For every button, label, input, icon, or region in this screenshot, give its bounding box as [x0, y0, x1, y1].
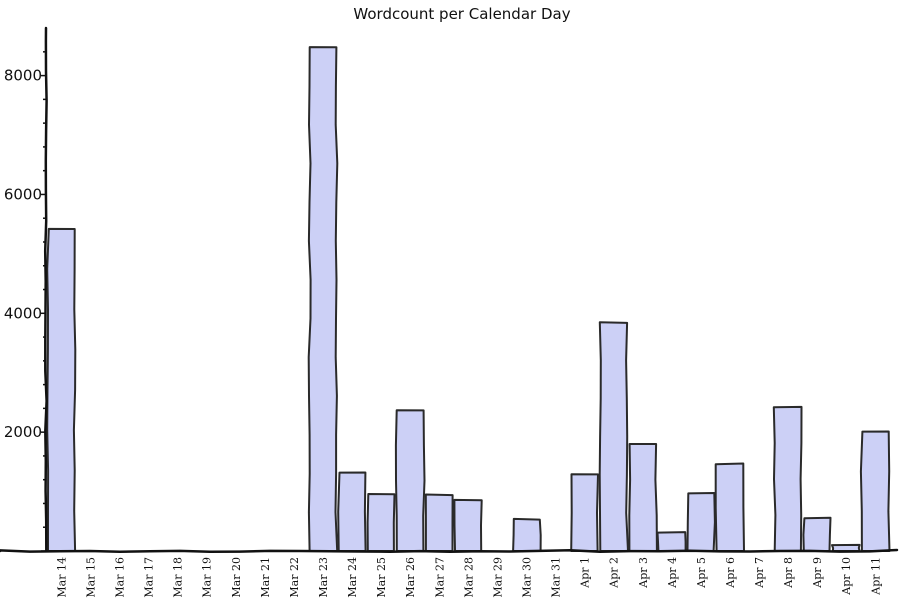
bar-apr-8 [772, 405, 803, 552]
bar-mar-14 [46, 227, 77, 552]
bar-mar-26 [394, 409, 426, 552]
bar-apr-9 [802, 516, 832, 552]
x-tick-label: Apr 3 [637, 557, 650, 589]
x-tick-label: Mar 17 [143, 557, 156, 598]
x-tick-label: Mar 20 [230, 557, 243, 598]
x-tick-label: Mar 23 [317, 557, 330, 598]
x-tick-label: Apr 2 [608, 557, 621, 589]
x-tick-labels: Mar 14 Mar 15 Mar 16 Mar 17 Mar 18 Mar 19 Mar … [55, 557, 882, 598]
x-tick-label: Mar 27 [433, 557, 446, 598]
x-tick-label: Mar 26 [404, 557, 417, 598]
x-tick-label: Mar 16 [114, 557, 127, 598]
x-tick-label: Mar 28 [462, 557, 475, 598]
bar-apr-2 [598, 321, 629, 552]
bar-mar-30 [512, 517, 542, 552]
bar-apr-11 [859, 430, 891, 552]
bar-mar-25 [366, 493, 396, 552]
y-tick-label: 8000 [4, 67, 42, 85]
bar-apr-5 [686, 492, 716, 552]
x-tick-label: Mar 30 [521, 557, 534, 598]
bar-mar-23 [307, 46, 339, 552]
x-tick-label: Apr 11 [869, 557, 882, 596]
x-tick-label: Apr 6 [724, 557, 737, 589]
x-tick-label: Apr 9 [811, 557, 824, 589]
x-tick-label: Mar 29 [491, 557, 504, 598]
y-tick-labels: 2000 4000 6000 8000 [4, 67, 42, 442]
bar-apr-6 [714, 462, 745, 552]
bars-group [46, 46, 891, 552]
x-tick-label: Apr 4 [666, 557, 679, 589]
x-tick-label: Apr 1 [579, 557, 592, 589]
x-tick-label: Apr 7 [753, 557, 766, 589]
y-axis [43, 26, 48, 553]
x-tick-label: Mar 31 [550, 557, 563, 598]
bar-apr-1 [570, 473, 599, 552]
x-tick-label: Mar 18 [172, 557, 185, 598]
x-tick-label: Mar 19 [201, 557, 214, 598]
bar-apr-3 [628, 443, 658, 552]
x-tick-label: Apr 10 [840, 557, 853, 596]
bar-mar-28 [453, 498, 483, 552]
x-tick-label: Mar 14 [55, 557, 68, 598]
x-tick-label: Apr 8 [782, 557, 795, 589]
x-tick-label: Apr 5 [695, 557, 708, 589]
y-tick-label: 4000 [4, 304, 42, 322]
chart-title: Wordcount per Calendar Day [353, 5, 570, 23]
x-tick-label: Mar 15 [84, 557, 97, 598]
x-tick-label: Mar 21 [259, 557, 272, 598]
y-tick-label: 6000 [4, 185, 42, 203]
axes-group [0, 26, 899, 554]
x-axis [0, 548, 899, 554]
bar-apr-4 [656, 531, 687, 552]
x-tick-label: Mar 25 [375, 557, 388, 598]
bar-mar-27 [424, 493, 454, 552]
x-tick-label: Mar 22 [288, 557, 301, 598]
y-tick-label: 2000 [4, 423, 42, 441]
bar-mar-24 [337, 471, 367, 552]
bar-apr-10 [831, 543, 861, 552]
x-tick-label: Mar 24 [346, 557, 359, 598]
